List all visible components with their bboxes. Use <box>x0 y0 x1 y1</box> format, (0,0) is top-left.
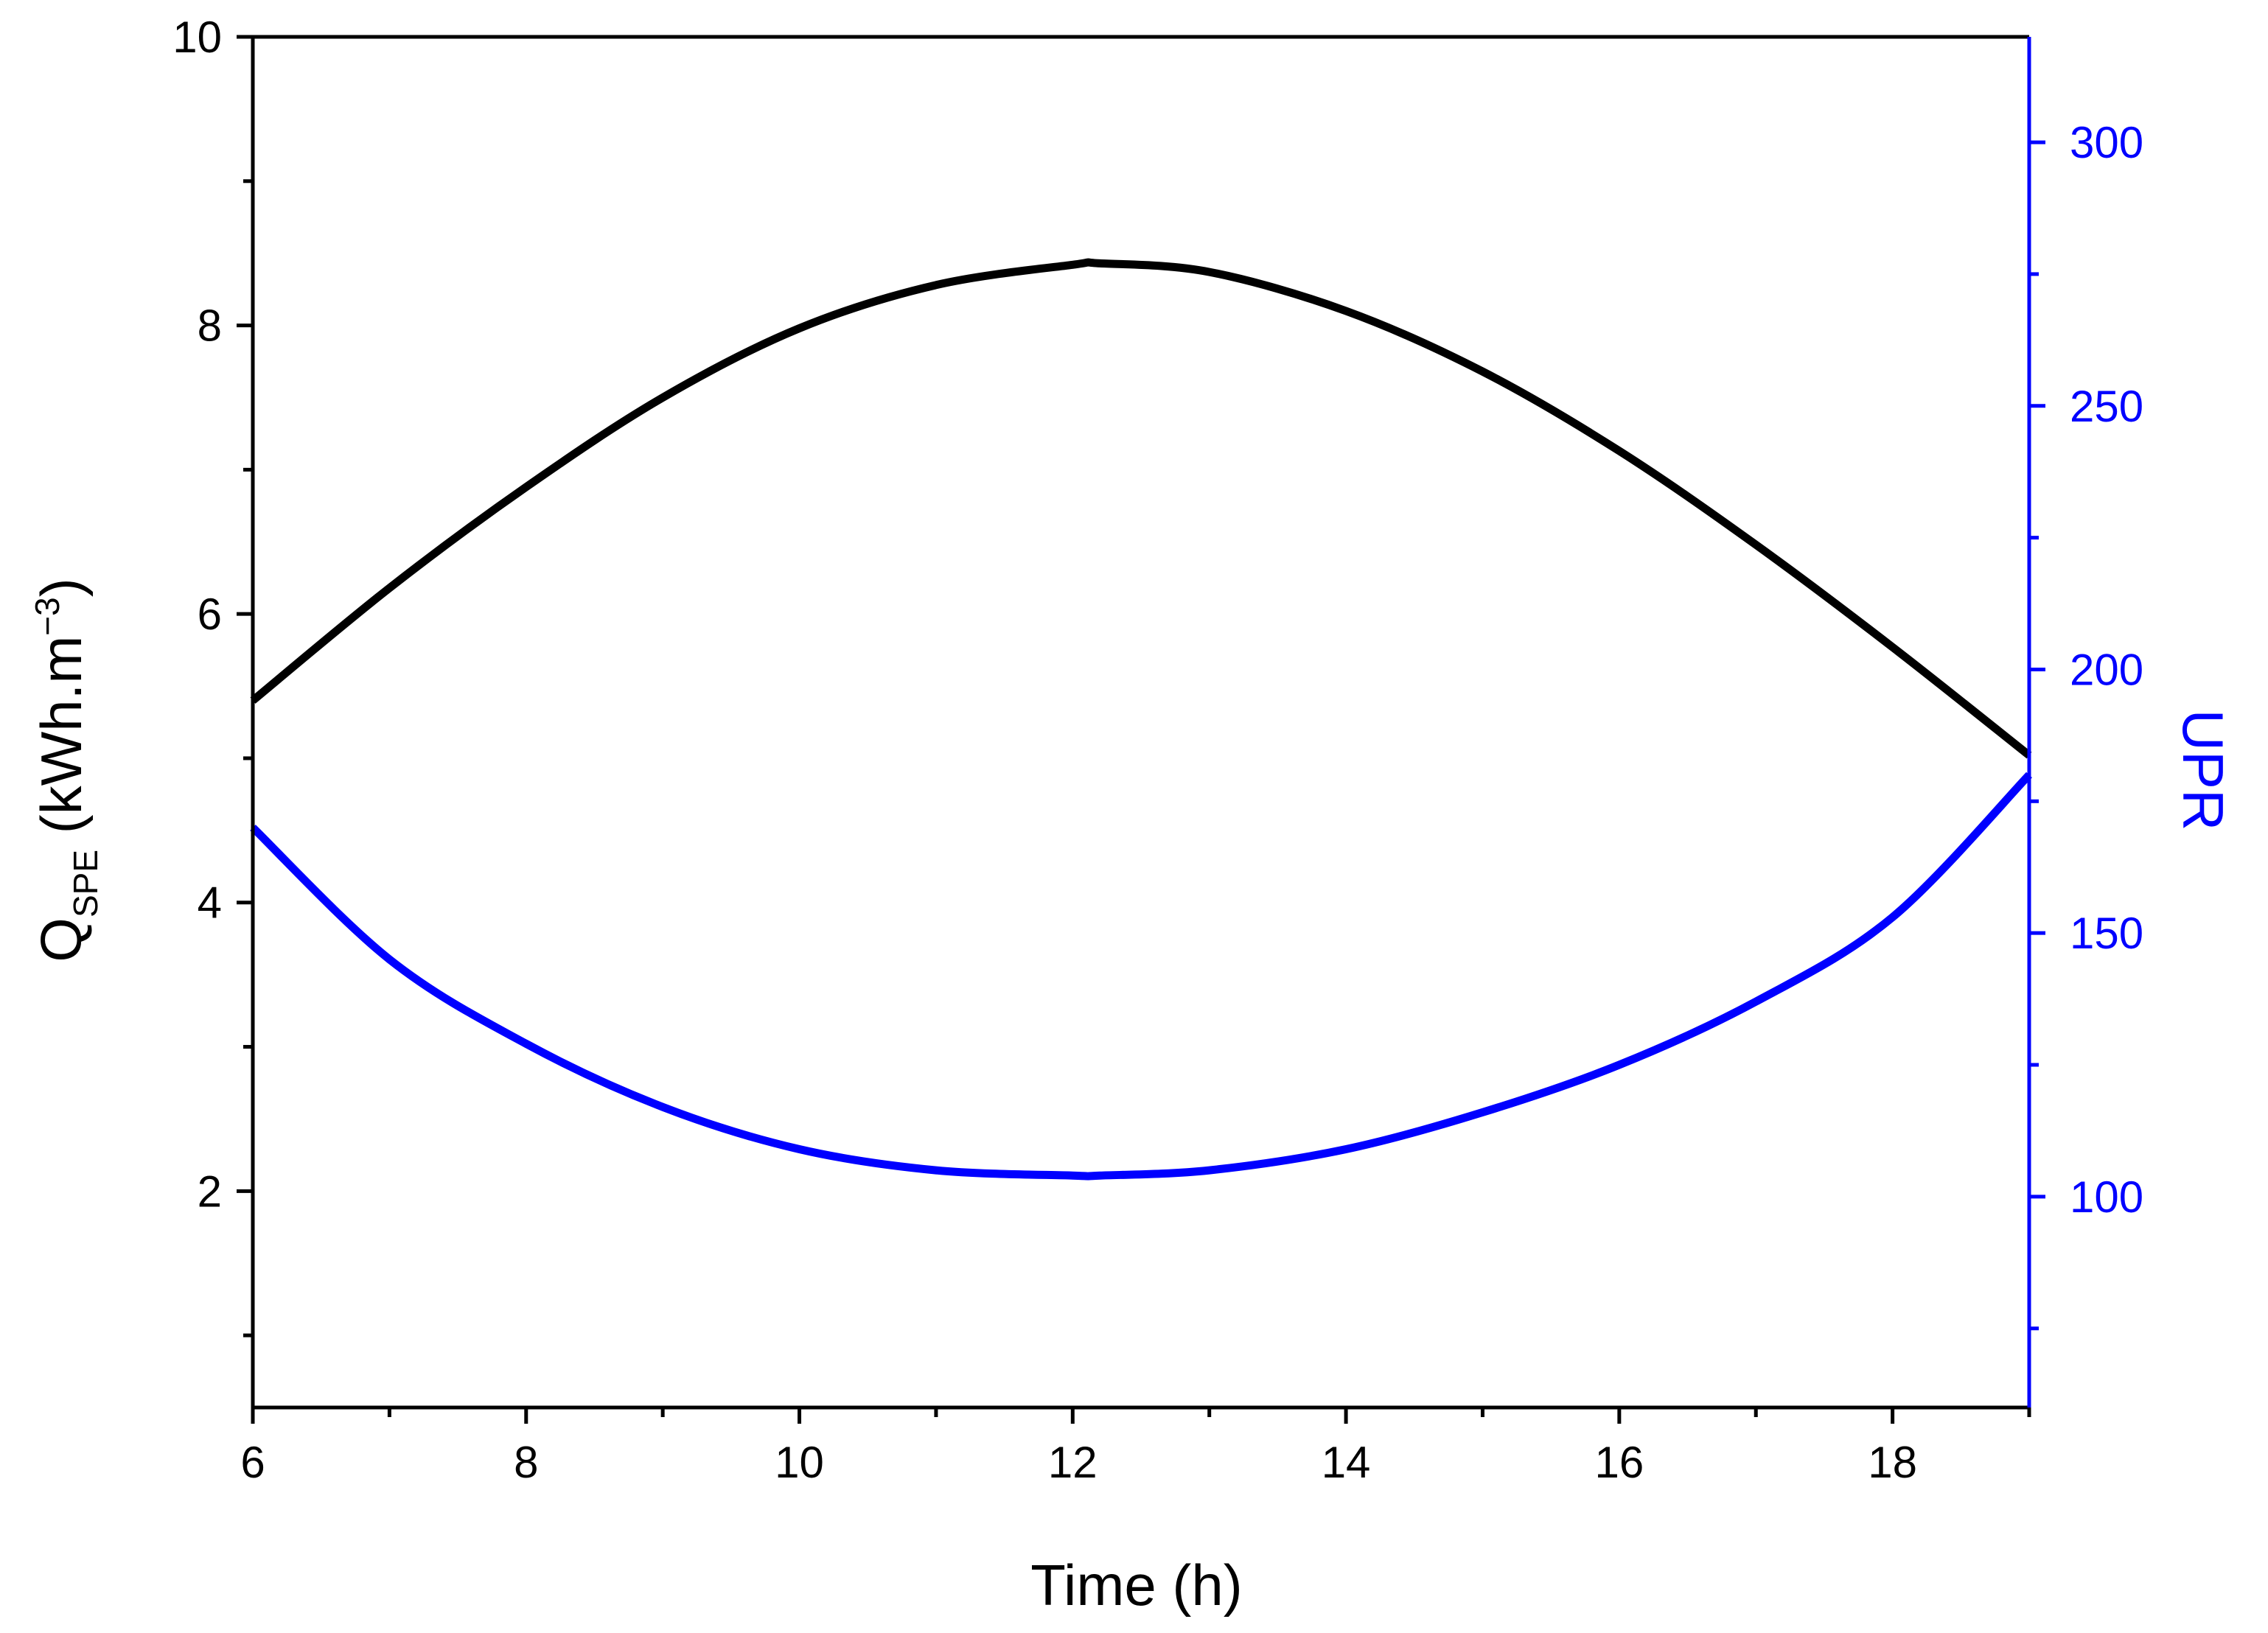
svg-text:QSPE (kWh.m−3): QSPE (kWh.m−3) <box>28 578 105 962</box>
y-left-tick-label: 2 <box>198 1167 222 1216</box>
x-tick-label: 10 <box>775 1438 824 1487</box>
qspe-series-line <box>250 258 2032 759</box>
x-tick-label: 14 <box>1322 1438 1371 1487</box>
y-left-title-subscript: SPE <box>66 850 105 917</box>
x-axis-title: Time (h) <box>1030 1553 1242 1618</box>
x-tick-label: 18 <box>1868 1438 1917 1487</box>
series-layer <box>250 258 2032 1181</box>
y-left-title-unit: (kWh.m <box>29 636 94 850</box>
y-right-tick-label: 250 <box>2070 382 2143 431</box>
y-right-tick-label: 100 <box>2070 1172 2143 1222</box>
y-left-title-superscript: −3 <box>28 597 66 635</box>
upr-series-line <box>250 772 2032 1181</box>
y-left-tick-label: 6 <box>198 590 222 639</box>
y-left-title-close: ) <box>29 578 94 597</box>
y-right-tick-label: 150 <box>2070 909 2143 958</box>
y-left-tick-label: 8 <box>198 301 222 351</box>
y-left-title-main: Q <box>29 917 94 962</box>
y-right-axis-title: UPR <box>2171 710 2236 831</box>
axes-layer: 6 8 10 12 14 16 18 2 4 6 8 10 100 150 200 250 300 <box>172 13 2143 1487</box>
y-left-tick-label: 10 <box>172 13 222 62</box>
y-right-tick-label: 300 <box>2070 118 2143 167</box>
x-tick-label: 6 <box>240 1438 265 1487</box>
x-tick-label: 16 <box>1594 1438 1644 1487</box>
x-tick-label: 12 <box>1048 1438 1098 1487</box>
y-left-tick-label: 4 <box>198 878 222 928</box>
x-tick-label: 8 <box>514 1438 538 1487</box>
y-right-tick-label: 200 <box>2070 645 2143 694</box>
y-left-axis-title: QSPE (kWh.m−3) <box>28 578 105 962</box>
